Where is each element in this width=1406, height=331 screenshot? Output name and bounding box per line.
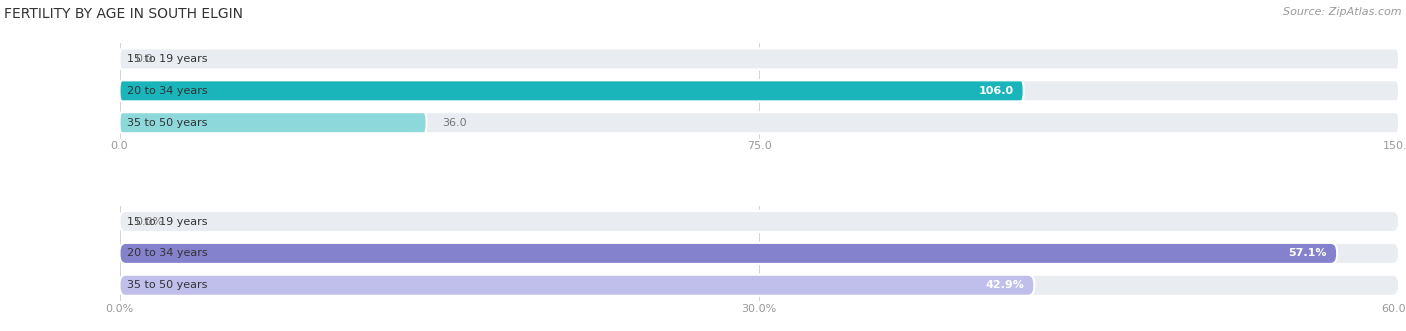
Text: Source: ZipAtlas.com: Source: ZipAtlas.com <box>1284 7 1402 17</box>
Text: 35 to 50 years: 35 to 50 years <box>127 280 208 290</box>
Text: 15 to 19 years: 15 to 19 years <box>127 54 208 64</box>
FancyBboxPatch shape <box>120 275 1035 296</box>
Text: 35 to 50 years: 35 to 50 years <box>127 118 208 128</box>
FancyBboxPatch shape <box>120 80 1399 101</box>
FancyBboxPatch shape <box>120 48 1399 70</box>
Text: 20 to 34 years: 20 to 34 years <box>127 248 208 259</box>
FancyBboxPatch shape <box>120 112 1399 133</box>
Text: 15 to 19 years: 15 to 19 years <box>127 216 208 226</box>
Text: FERTILITY BY AGE IN SOUTH ELGIN: FERTILITY BY AGE IN SOUTH ELGIN <box>4 7 243 21</box>
FancyBboxPatch shape <box>120 80 1024 101</box>
FancyBboxPatch shape <box>120 211 1399 232</box>
FancyBboxPatch shape <box>120 112 426 133</box>
Text: 57.1%: 57.1% <box>1288 248 1327 259</box>
Text: 0.0: 0.0 <box>135 54 152 64</box>
FancyBboxPatch shape <box>120 243 1337 264</box>
Text: 42.9%: 42.9% <box>986 280 1024 290</box>
FancyBboxPatch shape <box>120 243 1399 264</box>
Text: 36.0: 36.0 <box>441 118 467 128</box>
Text: 20 to 34 years: 20 to 34 years <box>127 86 208 96</box>
Text: 0.0%: 0.0% <box>135 216 163 226</box>
FancyBboxPatch shape <box>120 275 1399 296</box>
Text: 106.0: 106.0 <box>979 86 1014 96</box>
